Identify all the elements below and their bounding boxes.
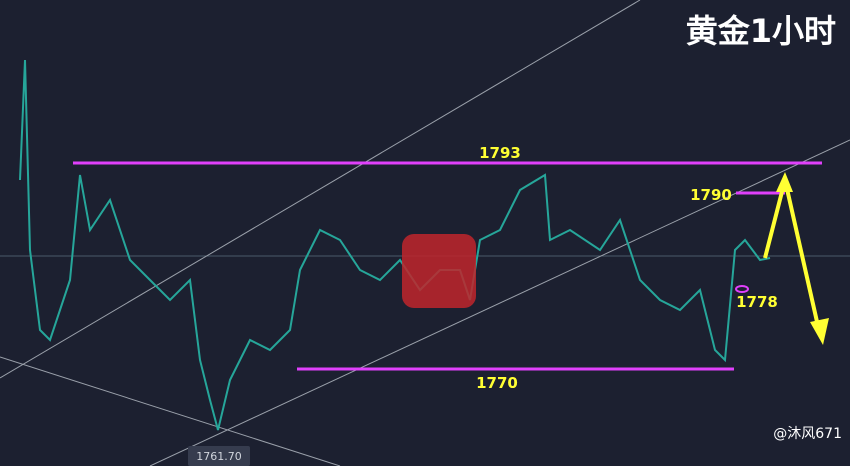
channel-upper: [0, 0, 641, 379]
channel-base: [0, 356, 341, 466]
price-tag-label: 1761.70: [196, 450, 242, 463]
title: 黄金1小时: [686, 12, 836, 50]
marker-ring: [735, 285, 749, 293]
support-label: 1770: [476, 374, 518, 392]
channel-lower: [149, 139, 850, 466]
watermark: @沐风671: [773, 426, 842, 442]
arrow-head-down: [810, 318, 829, 345]
stamp: [402, 234, 476, 308]
target-label: 1790: [690, 186, 732, 204]
arrow-head-up: [776, 172, 793, 192]
price-path: [19, 59, 771, 431]
resistance-label: 1793: [479, 144, 521, 162]
marker-label: 1778: [736, 293, 778, 311]
price-tag: [188, 446, 250, 466]
